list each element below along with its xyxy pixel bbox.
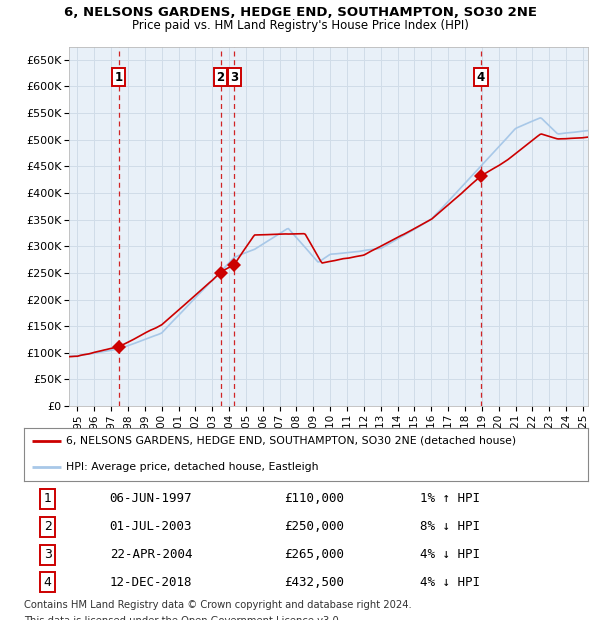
Text: 12-DEC-2018: 12-DEC-2018: [110, 576, 192, 589]
Text: 3: 3: [230, 71, 238, 84]
Text: 2: 2: [217, 71, 225, 84]
Text: 4% ↓ HPI: 4% ↓ HPI: [420, 548, 480, 561]
Text: £265,000: £265,000: [284, 548, 344, 561]
Text: 1: 1: [115, 71, 122, 84]
Text: 4: 4: [44, 576, 52, 589]
Text: 6, NELSONS GARDENS, HEDGE END, SOUTHAMPTON, SO30 2NE: 6, NELSONS GARDENS, HEDGE END, SOUTHAMPT…: [64, 6, 536, 19]
Text: £250,000: £250,000: [284, 520, 344, 533]
Text: HPI: Average price, detached house, Eastleigh: HPI: Average price, detached house, East…: [66, 463, 319, 472]
Text: 1: 1: [44, 492, 52, 505]
Text: 4% ↓ HPI: 4% ↓ HPI: [420, 576, 480, 589]
Text: £110,000: £110,000: [284, 492, 344, 505]
Text: This data is licensed under the Open Government Licence v3.0.: This data is licensed under the Open Gov…: [24, 616, 342, 620]
Text: 8% ↓ HPI: 8% ↓ HPI: [420, 520, 480, 533]
Text: 6, NELSONS GARDENS, HEDGE END, SOUTHAMPTON, SO30 2NE (detached house): 6, NELSONS GARDENS, HEDGE END, SOUTHAMPT…: [66, 436, 517, 446]
Text: 22-APR-2004: 22-APR-2004: [110, 548, 192, 561]
Text: Price paid vs. HM Land Registry's House Price Index (HPI): Price paid vs. HM Land Registry's House …: [131, 19, 469, 32]
Text: 2: 2: [44, 520, 52, 533]
Text: £432,500: £432,500: [284, 576, 344, 589]
Text: 06-JUN-1997: 06-JUN-1997: [110, 492, 192, 505]
Text: 3: 3: [44, 548, 52, 561]
Text: 4: 4: [477, 71, 485, 84]
Text: 01-JUL-2003: 01-JUL-2003: [110, 520, 192, 533]
Text: 1% ↑ HPI: 1% ↑ HPI: [420, 492, 480, 505]
Text: Contains HM Land Registry data © Crown copyright and database right 2024.: Contains HM Land Registry data © Crown c…: [24, 600, 412, 610]
